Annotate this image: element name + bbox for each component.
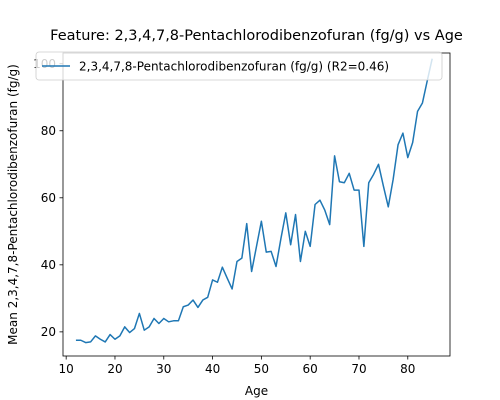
series-line-0: [75, 58, 433, 344]
legend-box: [35, 51, 443, 81]
y-tick-label: 60: [41, 191, 56, 205]
chart-title: Feature: 2,3,4,7,8-Pentachlorodibenzofur…: [50, 28, 463, 44]
x-tick-label: 30: [156, 362, 171, 376]
legend-label: 2,3,4,7,8-Pentachlorodibenzofuran (fg/g)…: [79, 59, 389, 73]
x-tick-label: 50: [254, 362, 269, 376]
x-tick-label: 20: [107, 362, 122, 376]
y-tick-label: 80: [41, 124, 56, 138]
x-tick-label: 40: [205, 362, 220, 376]
x-tick-label: 60: [303, 362, 318, 376]
y-axis-label: Mean 2,3,4,7,8-Pentachlorodibenzofuran (…: [6, 64, 20, 345]
x-tick-label: 70: [351, 362, 366, 376]
y-tick-label: 20: [41, 325, 56, 339]
y-tick-label: 40: [41, 258, 56, 272]
x-axis-label: Age: [245, 384, 268, 398]
plot-frame: [62, 52, 451, 357]
x-tick-label: 10: [59, 362, 74, 376]
x-tick-label: 80: [400, 362, 415, 376]
